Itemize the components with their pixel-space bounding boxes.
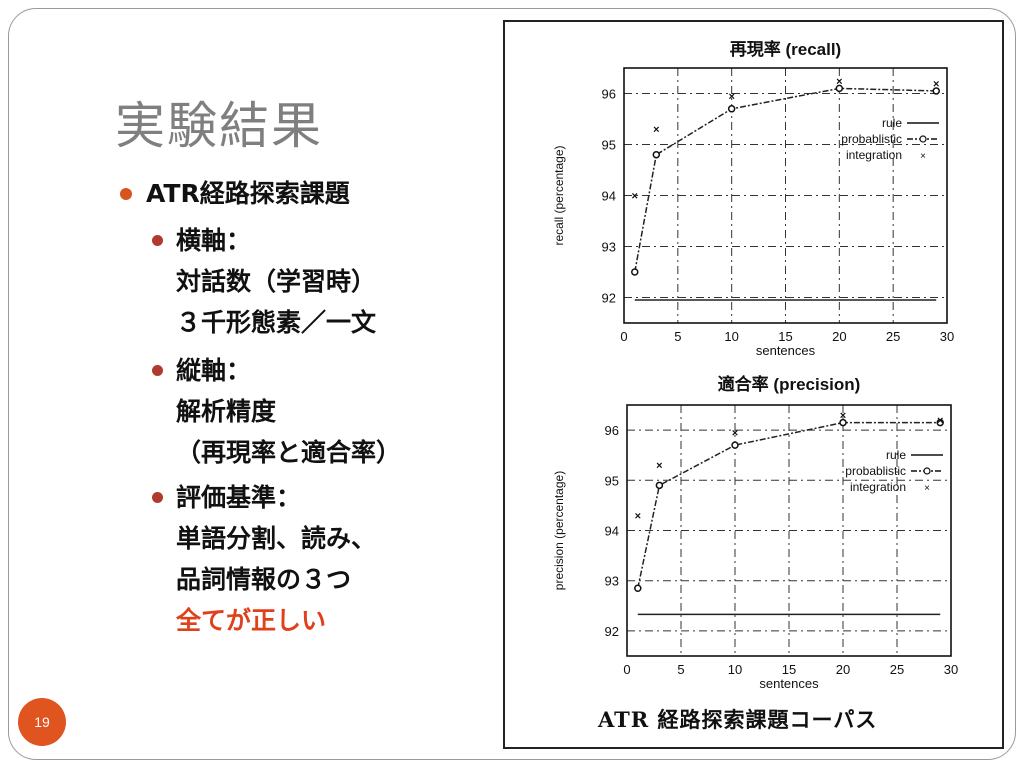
x-axis-label: sentences (759, 676, 819, 691)
x-tick-label: 20 (832, 329, 846, 344)
data-point-integration: × (836, 76, 842, 88)
bullet-dot (152, 365, 163, 376)
data-point-probablistic (835, 84, 844, 93)
legend-marker (919, 135, 927, 143)
x-tick-label: 30 (940, 329, 954, 344)
legend-marker: × (924, 483, 930, 494)
x-axis-label: sentences (756, 343, 816, 358)
slide-title: 実験結果 (115, 97, 323, 155)
legend-label: rule (886, 448, 906, 462)
y-tick-label: 93 (605, 574, 619, 589)
bullet-y-axis: 縦軸： 解析精度 （再現率と適合率） (152, 350, 402, 473)
x-tick-label: 10 (728, 662, 742, 677)
bullet-main: ATR経路探索課題 (120, 173, 350, 214)
y-tick-label: 92 (605, 624, 619, 639)
y-tick-label: 92 (602, 291, 616, 306)
x-tick-label: 25 (890, 662, 904, 677)
legend-marker (923, 467, 931, 475)
slide-frame (8, 8, 1016, 760)
chart-title: 再現率 (recall) (730, 39, 841, 59)
x-tick-label: 0 (623, 662, 630, 677)
y-tick-label: 96 (605, 423, 619, 438)
y-tick-label: 94 (602, 189, 616, 204)
x-tick-label: 10 (724, 329, 738, 344)
legend-label: integration (850, 480, 906, 494)
plot-area (623, 67, 948, 324)
data-point-probablistic (655, 481, 664, 490)
bullet-emphasis: 全てが正しい (176, 606, 327, 635)
data-point-integration: × (635, 510, 641, 522)
data-point-probablistic (932, 87, 940, 95)
page-number: 19 (18, 698, 66, 746)
x-tick-label: 15 (782, 662, 796, 677)
chart-title: 適合率 (precision) (718, 374, 861, 394)
bullet-text: 縦軸： (176, 356, 252, 385)
y-axis-label: precision (percentage) (552, 471, 566, 590)
bullet-x-axis: 横軸： 対話数（学習時） ３千形態素／一文 (152, 220, 377, 343)
series-line-probablistic (637, 421, 941, 589)
bullet-text: 単語分割、読み、 (176, 524, 377, 553)
legend-label: integration (846, 148, 902, 162)
data-point-probablistic (634, 584, 642, 592)
bullet-dot (152, 235, 163, 246)
bullet-text: 横軸： (176, 226, 252, 255)
legend-label: probablistic (845, 464, 906, 478)
bullet-text: ３千形態素／一文 (176, 308, 377, 337)
data-point-probablistic (936, 418, 944, 427)
data-point-integration: × (937, 415, 943, 427)
legend-label: rule (882, 116, 902, 130)
y-tick-label: 95 (605, 473, 619, 488)
bullet-text: 品詞情報の３つ (176, 565, 352, 594)
x-tick-label: 15 (778, 329, 792, 344)
bullet-criteria: 評価基準： 単語分割、読み、 品詞情報の３つ 全てが正しい (152, 477, 377, 641)
bullet-text: 評価基準： (176, 483, 302, 512)
data-point-probablistic (631, 268, 639, 276)
data-point-integration: × (656, 460, 662, 472)
x-tick-label: 30 (944, 662, 958, 677)
x-tick-label: 5 (674, 329, 681, 344)
bullet-text: ATR経路探索課題 (146, 179, 350, 208)
x-tick-label: 20 (836, 662, 850, 677)
bullet-dot (152, 492, 163, 503)
legend-label: probablistic (841, 132, 902, 146)
y-tick-label: 93 (602, 240, 616, 255)
bullet-text: （再現率と適合率） (176, 438, 402, 467)
bullet-text: 対話数（学習時） (176, 267, 377, 296)
x-tick-label: 5 (677, 662, 684, 677)
y-tick-label: 94 (605, 524, 619, 539)
data-point-integration: × (933, 78, 939, 90)
data-point-integration: × (632, 191, 638, 203)
data-point-integration: × (653, 124, 659, 136)
data-point-probablistic (652, 150, 661, 159)
x-tick-label: 25 (886, 329, 900, 344)
x-tick-label: 0 (620, 329, 627, 344)
plot-area (626, 404, 952, 657)
data-point-probablistic (731, 441, 739, 449)
data-point-integration: × (728, 91, 734, 103)
data-point-integration: × (840, 410, 846, 422)
y-axis-label: recall (percentage) (552, 145, 566, 245)
bullet-dot (120, 188, 132, 200)
data-point-integration: × (732, 428, 738, 440)
y-tick-label: 96 (602, 87, 616, 102)
figure-caption: ATR 経路探索課題コーパス (598, 707, 878, 732)
y-tick-label: 95 (602, 138, 616, 153)
data-point-probablistic (839, 418, 847, 427)
bullet-text: 解析精度 (176, 397, 277, 426)
legend-marker: × (920, 151, 926, 162)
data-point-probablistic (727, 105, 736, 113)
